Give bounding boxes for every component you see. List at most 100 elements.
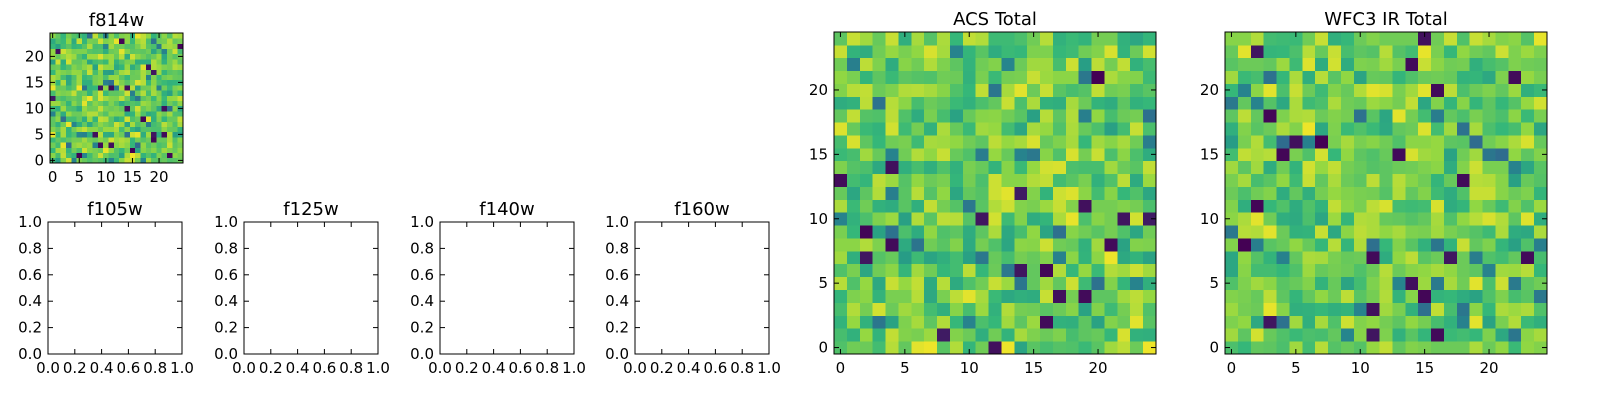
- heatmap-cell: [1379, 199, 1393, 213]
- heatmap-cell: [177, 33, 184, 39]
- heatmap-cell: [172, 43, 179, 49]
- heatmap-cell: [1052, 96, 1067, 110]
- heatmap-cell: [161, 147, 168, 153]
- heatmap-cell: [1263, 238, 1277, 252]
- heatmap-cell: [60, 105, 67, 112]
- heatmap-cell: [1521, 328, 1535, 342]
- heatmap-cell: [1225, 186, 1239, 200]
- y-tick-label: 0.2: [605, 319, 629, 337]
- heatmap-cell: [92, 111, 99, 117]
- heatmap-cell: [859, 122, 874, 136]
- heatmap-cell: [1078, 32, 1092, 46]
- heatmap-cell: [1078, 328, 1092, 342]
- heatmap-cell: [1431, 328, 1445, 342]
- heatmap-cell: [1091, 109, 1105, 123]
- heatmap-cell: [55, 152, 62, 159]
- heatmap-cell: [151, 142, 157, 148]
- heatmap-cell: [1328, 302, 1342, 316]
- heatmap-cell: [151, 111, 157, 117]
- y-tick-label: 5: [818, 274, 828, 292]
- heatmap-cell: [1315, 135, 1329, 149]
- heatmap-cell: [846, 160, 861, 175]
- heatmap-cell: [885, 32, 899, 46]
- heatmap-cell: [1482, 341, 1496, 355]
- heatmap-cell: [1405, 109, 1419, 123]
- heatmap-cell: [1237, 70, 1252, 84]
- heatmap-cell: [1091, 96, 1105, 110]
- heatmap-cell: [1521, 44, 1535, 59]
- heatmap-cell: [55, 157, 62, 164]
- heatmap-cell: [872, 315, 886, 329]
- heatmap-cell: [1405, 289, 1419, 303]
- heatmap-cell: [1001, 238, 1015, 252]
- x-tick-label: 10: [96, 168, 115, 186]
- heatmap-cell: [834, 341, 848, 355]
- heatmap-cell: [834, 109, 848, 123]
- heatmap-cell: [129, 48, 136, 55]
- heatmap-cell: [1237, 135, 1252, 149]
- heatmap-cell: [172, 152, 179, 159]
- heatmap-cell: [177, 48, 184, 55]
- heatmap-cell: [975, 341, 989, 355]
- heatmap-cell: [1379, 238, 1393, 252]
- heatmap-cell: [1027, 302, 1041, 316]
- heatmap-cell: [1250, 96, 1265, 110]
- x-tick-label: 15: [1415, 359, 1434, 377]
- heatmap-cell: [103, 126, 109, 133]
- heatmap-cell: [71, 95, 77, 101]
- heatmap-cell: [1289, 122, 1303, 136]
- heatmap-cell: [962, 225, 977, 239]
- heatmap-cell: [145, 126, 152, 133]
- heatmap-cell: [859, 302, 874, 316]
- heatmap-cell: [1534, 109, 1548, 123]
- heatmap-cell: [1379, 122, 1393, 136]
- y-tick-label: 0.6: [605, 266, 629, 284]
- heatmap-cell: [1104, 32, 1118, 46]
- heatmap-cell: [859, 160, 874, 175]
- heatmap-cell: [1353, 57, 1368, 72]
- heatmap-cell: [846, 263, 861, 278]
- heatmap-cell: [1225, 263, 1239, 278]
- heatmap-cell: [949, 341, 964, 355]
- heatmap-cell: [108, 85, 115, 91]
- heatmap-cell: [1431, 147, 1445, 162]
- heatmap-cell: [885, 173, 899, 187]
- heatmap-cell: [113, 74, 120, 81]
- heatmap-cell: [1091, 122, 1105, 136]
- heatmap-cell: [124, 79, 131, 86]
- heatmap-cell: [846, 250, 861, 265]
- heatmap-cell: [119, 111, 125, 117]
- heatmap-cell: [108, 79, 115, 86]
- heatmap-cell: [872, 276, 886, 290]
- heatmap-cell: [1405, 122, 1419, 136]
- heatmap-cell: [1225, 147, 1239, 162]
- heatmap-cell: [1379, 173, 1393, 187]
- heatmap-cell: [1040, 263, 1054, 278]
- heatmap-cell: [140, 95, 147, 101]
- heatmap-cell: [1379, 57, 1393, 72]
- heatmap-cell: [1276, 109, 1290, 123]
- heatmap-cell: [145, 100, 152, 107]
- heatmap-cell: [1143, 341, 1157, 355]
- heatmap-cell: [937, 160, 951, 175]
- heatmap-cell: [834, 315, 848, 329]
- heatmap-cell: [1130, 238, 1144, 252]
- heatmap-cell: [108, 33, 115, 39]
- heatmap-cell: [1534, 263, 1548, 278]
- heatmap-cell: [1117, 122, 1131, 136]
- heatmap-cell: [124, 69, 131, 75]
- heatmap-cell: [1418, 263, 1432, 278]
- heatmap-cell: [1495, 186, 1509, 200]
- heatmap-cell: [1379, 276, 1393, 290]
- heatmap-cell: [1431, 160, 1445, 175]
- heatmap-cell: [1104, 83, 1118, 97]
- heatmap-cell: [1091, 199, 1105, 213]
- heatmap-cell: [1276, 147, 1290, 162]
- heatmap-cell: [1521, 135, 1535, 149]
- heatmap-cell: [129, 111, 136, 117]
- heatmap-cell: [1302, 328, 1316, 342]
- heatmap-cell: [924, 173, 938, 187]
- heatmap-cell: [50, 111, 56, 117]
- heatmap-cell: [962, 315, 977, 329]
- heatmap-cell: [975, 302, 989, 316]
